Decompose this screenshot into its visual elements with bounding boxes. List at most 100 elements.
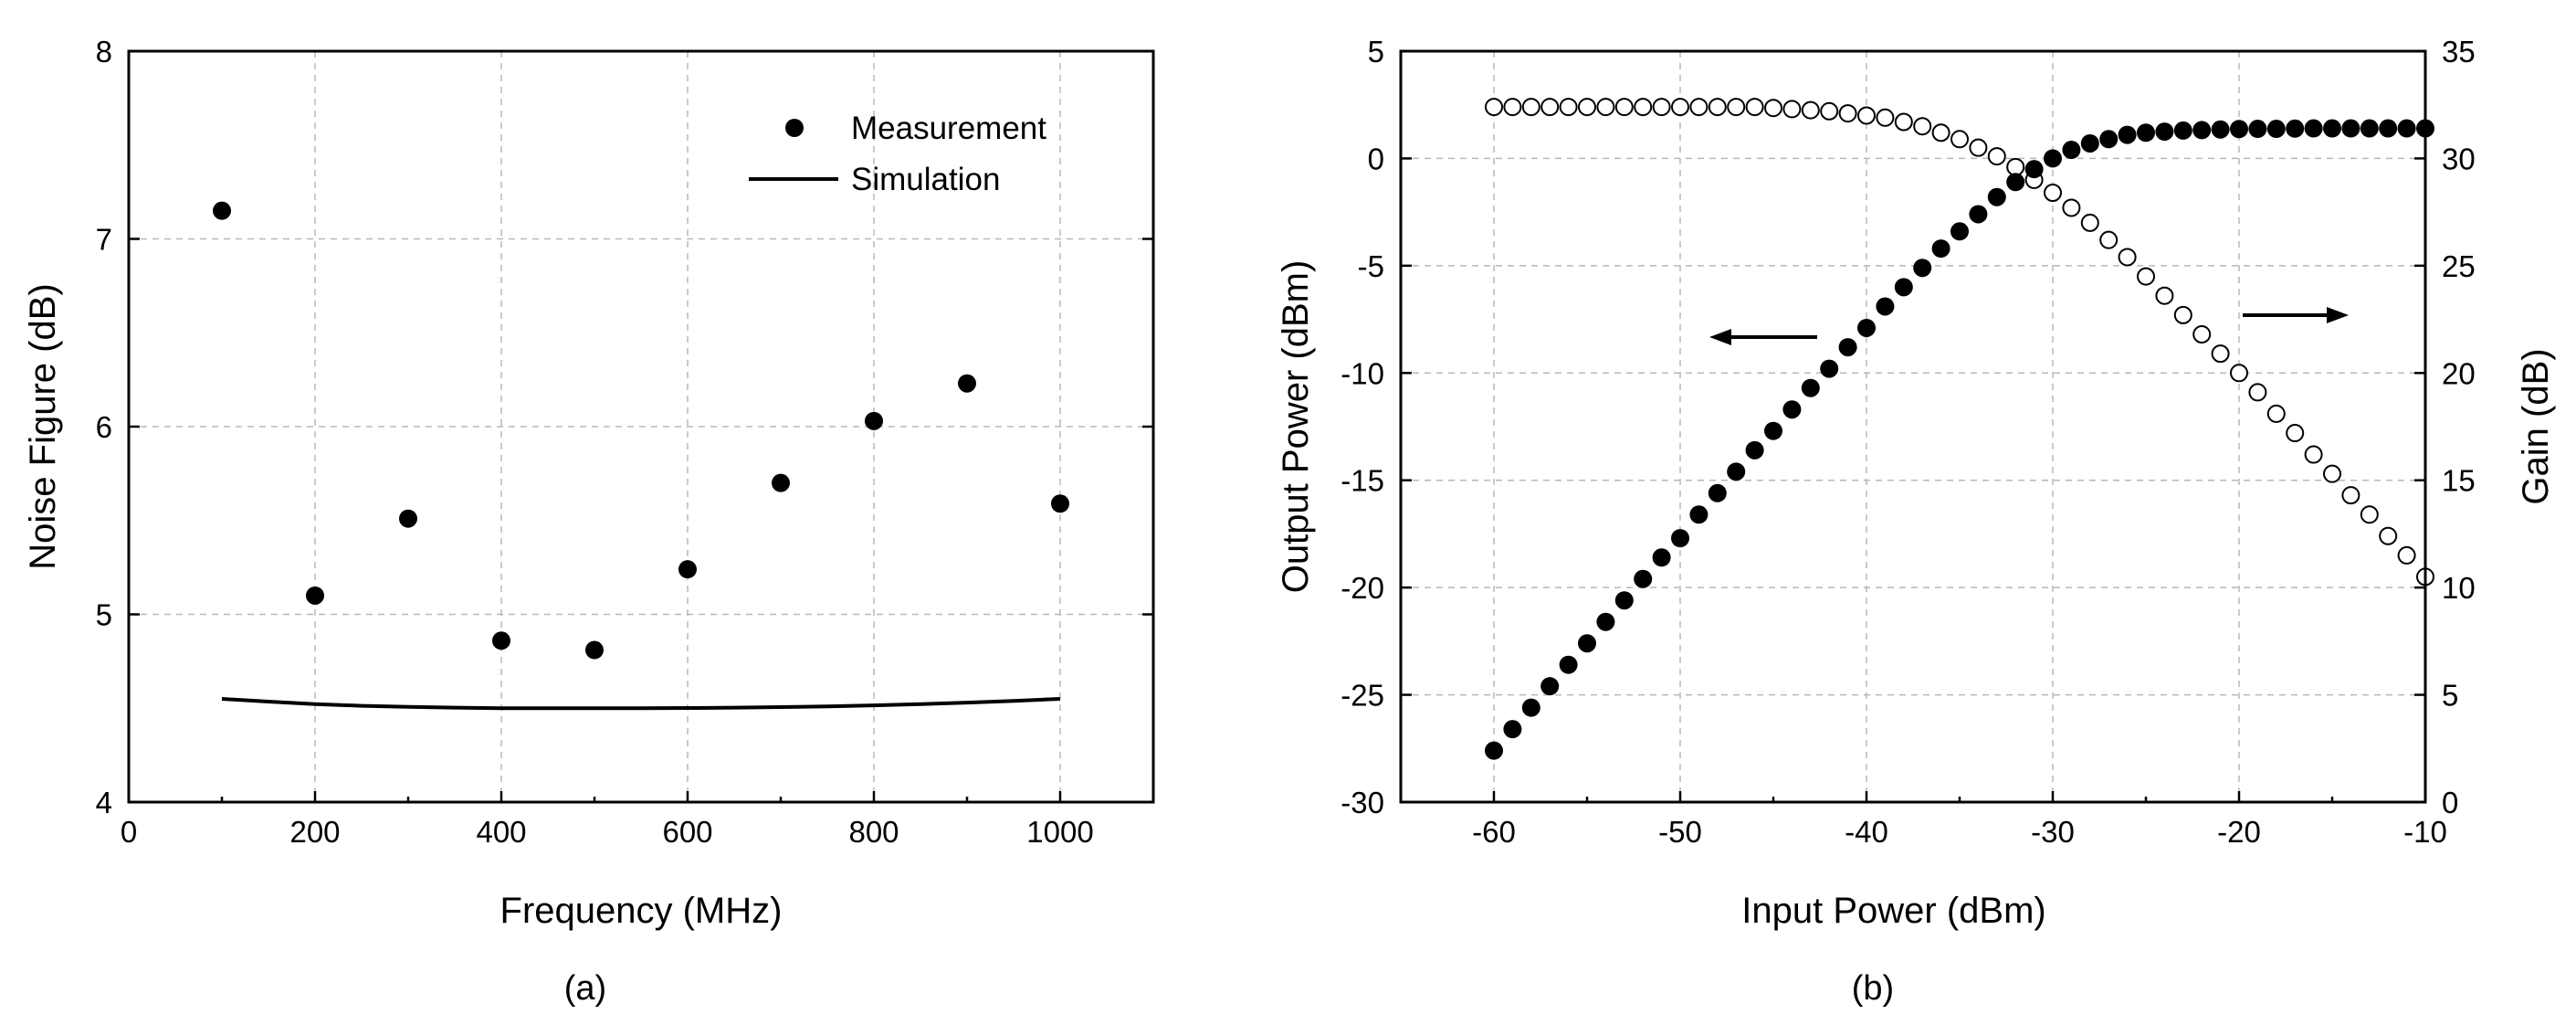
- measurement-point: [678, 560, 697, 579]
- chart-b-x-tick-label: -10: [2403, 815, 2447, 849]
- gain-point: [1838, 104, 1857, 123]
- measurement-point: [399, 509, 417, 528]
- chart-a-y-tick-label: 5: [96, 598, 112, 632]
- chart-a-x-tick-label: 1000: [1026, 815, 1093, 849]
- output-power-point: [1931, 239, 1950, 259]
- gain-point: [1652, 98, 1671, 117]
- gain-point: [2137, 267, 2155, 286]
- output-power-point: [1913, 259, 1932, 278]
- chart-b-y2-tick-label: 15: [2442, 464, 2476, 498]
- output-power-point: [1876, 297, 1895, 316]
- gain-point: [1857, 106, 1876, 125]
- chart-b-output-power-gain: -60 -50 -40 -30 -20 -10-30-25-20-15-10-505051…: [1276, 35, 2556, 1008]
- gain-point: [2360, 505, 2379, 524]
- chart-a-noise-figure: 0 200 400 600 800 1000 4 5 6 7 8 Measurement Simul…: [23, 35, 1155, 1008]
- chart-b-caption: (b): [1852, 969, 1894, 1008]
- chart-b-x-tick-label: -50: [1658, 815, 1702, 849]
- chart-b-gridlines: [1401, 51, 2425, 802]
- gain-point: [1876, 108, 1895, 127]
- measurement-point: [306, 586, 324, 605]
- gain-point: [1671, 98, 1689, 117]
- chart-a-y-tick-label: 4: [96, 786, 112, 819]
- output-power-point: [1596, 612, 1615, 631]
- gain-point: [1913, 117, 1932, 136]
- chart-b-y2-tick-label: 25: [2442, 249, 2476, 283]
- chart-a-y-tick-label: 8: [96, 35, 112, 69]
- output-power-point: [2248, 120, 2267, 139]
- output-power-point: [2379, 119, 2398, 138]
- chart-a-caption: (a): [564, 969, 606, 1008]
- measurement-point: [213, 201, 231, 220]
- gain-point: [2099, 230, 2119, 249]
- output-power-point: [2192, 121, 2212, 140]
- gain-point: [1485, 98, 1503, 117]
- chart-b-y-axis-title: Output Power (dBm): [1276, 260, 1316, 594]
- output-power-point: [2323, 119, 2341, 138]
- chart-b-y2-tick-label: 30: [2442, 142, 2476, 175]
- chart-a-ticks: 0 200 400 600 800 1000 4 5 6 7 8: [96, 35, 1153, 849]
- output-power-point: [1578, 634, 1596, 653]
- chart-b-y2-tick-label: 20: [2442, 356, 2476, 390]
- output-power-point: [1950, 222, 1969, 241]
- output-power-point: [1614, 591, 1634, 610]
- chart-b-y2-tick-label: 35: [2442, 35, 2476, 69]
- chart-b-y-tick-label: -5: [1358, 249, 1384, 283]
- output-power-point: [2286, 119, 2305, 138]
- output-power-point: [1857, 318, 1876, 337]
- chart-b-y-tick-label: -15: [1341, 464, 1384, 498]
- gain-point: [2211, 344, 2230, 364]
- gain-point: [2192, 325, 2212, 344]
- gain-point: [1764, 99, 1782, 118]
- chart-a-x-tick-label: 600: [662, 815, 712, 849]
- output-power-point: [2044, 149, 2062, 168]
- gain-point: [2118, 248, 2137, 267]
- chart-b-y-tick-label: -20: [1341, 571, 1384, 605]
- measurement-point: [865, 411, 883, 430]
- chart-a-measurement-series: [213, 201, 1069, 660]
- chart-b-y-tick-label: 0: [1368, 142, 1384, 175]
- output-power-point: [1894, 278, 1913, 297]
- chart-a-legend: Measurement Simulation: [749, 111, 1046, 197]
- gain-point: [1782, 100, 1802, 119]
- output-power-point: [2360, 119, 2379, 138]
- gain-point: [2062, 198, 2081, 217]
- gain-point: [2397, 545, 2416, 565]
- chart-a-y-tick-label: 7: [96, 223, 112, 257]
- output-power-point: [2304, 119, 2323, 138]
- gain-point: [1634, 98, 1653, 117]
- chart-b-y2-tick-label: 5: [2442, 679, 2458, 713]
- output-power-point: [2099, 130, 2119, 149]
- output-power-point: [2062, 141, 2081, 160]
- output-power-point: [1764, 421, 1782, 440]
- chart-a-y-tick-label: 6: [96, 410, 112, 444]
- output-power-point: [1671, 529, 1689, 548]
- chart-b-y2-tick-label: 0: [2442, 786, 2458, 819]
- gain-point: [2379, 526, 2398, 545]
- output-power-point: [2137, 123, 2155, 143]
- gain-point: [1503, 98, 1522, 117]
- output-power-point: [2230, 120, 2248, 139]
- output-power-point: [1820, 359, 1839, 378]
- gain-point: [2304, 445, 2323, 464]
- chart-b-x-tick-label: -20: [2217, 815, 2261, 849]
- output-power-point: [1652, 548, 1671, 567]
- output-power-point: [1801, 378, 1820, 397]
- chart-b-ticks: -60 -50 -40 -30 -20 -10-30-25-20-15-10-505051…: [1341, 35, 2475, 849]
- gain-point: [1931, 123, 1950, 143]
- gain-point: [1521, 98, 1540, 117]
- output-power-point: [1503, 720, 1522, 739]
- measurement-point: [585, 640, 604, 660]
- output-power-point: [1634, 569, 1653, 588]
- chart-b-x-axis-title: Input Power (dBm): [1741, 891, 2045, 931]
- arrow-left-head: [1709, 329, 1731, 345]
- output-power-point: [2118, 125, 2137, 144]
- gain-point: [1727, 98, 1746, 117]
- measurement-point: [772, 473, 790, 492]
- gain-point: [1540, 98, 1560, 117]
- chart-b-y-tick-label: 5: [1368, 35, 1384, 69]
- output-power-point: [1987, 187, 2006, 206]
- chart-b-y-tick-label: -30: [1341, 786, 1384, 819]
- gain-point: [1614, 98, 1634, 117]
- gain-point: [1894, 112, 1913, 132]
